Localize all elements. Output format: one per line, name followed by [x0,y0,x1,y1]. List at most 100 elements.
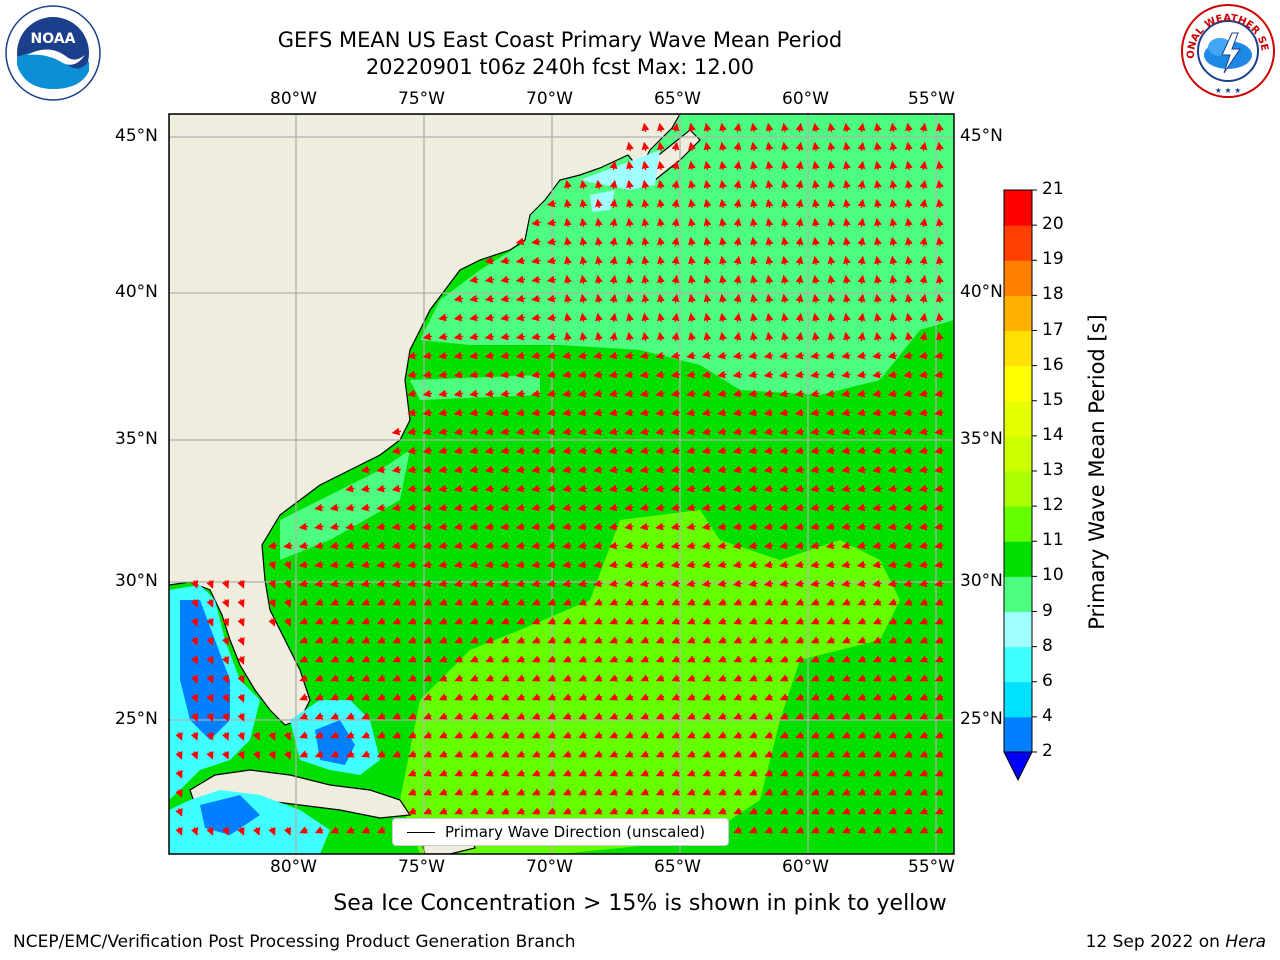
wave-direction-arrow [857,236,866,247]
lon-label-bottom: 75°W [398,857,445,877]
wave-direction-arrow [903,351,913,360]
wave-direction-arrow [936,312,944,323]
wave-direction-arrow [469,617,479,625]
wave-direction-arrow [701,408,712,417]
wave-direction-arrow [688,122,696,133]
wave-direction-arrow [626,236,634,247]
wave-direction-arrow [889,255,898,266]
wave-direction-arrow [812,274,820,285]
wave-direction-arrow [671,122,680,133]
wave-direction-arrow [515,579,526,588]
wave-direction-arrow [717,465,727,474]
wave-direction-arrow [531,617,541,625]
wave-direction-arrow [562,446,572,455]
wave-direction-arrow [360,522,371,531]
wave-direction-arrow [546,503,557,512]
wave-direction-arrow [688,198,696,209]
wave-direction-arrow [515,332,526,341]
wave-direction-arrow [546,579,557,588]
wave-direction-arrow [719,293,727,304]
wave-direction-arrow [376,465,386,474]
wave-direction-arrow [391,579,402,588]
wave-direction-arrow [641,293,650,304]
wave-direction-arrow [748,427,758,436]
wave-direction-arrow [686,560,696,569]
wave-direction-arrow [733,160,742,171]
wave-direction-arrow [841,541,851,550]
wave-direction-arrow [905,274,913,285]
wave-direction-arrow [515,389,526,398]
wave-direction-arrow [438,332,448,341]
wave-direction-arrow [595,198,603,209]
wave-direction-arrow [934,541,944,550]
wave-direction-arrow [748,560,758,569]
wave-direction-arrow [841,560,851,569]
wave-direction-arrow [562,522,572,531]
wave-direction-arrow [841,446,851,455]
wave-direction-arrow [657,236,665,247]
wave-direction-arrow [857,179,866,190]
wave-direction-arrow [407,484,417,493]
wave-direction-arrow [609,255,618,266]
wave-direction-arrow [407,598,417,606]
wave-direction-arrow [593,541,603,550]
wave-direction-arrow [763,503,774,512]
wave-direction-arrow [422,465,433,474]
wave-direction-arrow [314,541,324,550]
wave-direction-arrow [593,408,603,417]
lon-label-bottom: 70°W [526,857,573,877]
wave-direction-arrow [936,331,944,342]
wave-direction-arrow [469,370,479,379]
wave-direction-arrow [593,465,603,474]
wave-direction-arrow [593,446,603,455]
wave-direction-arrow [934,522,944,531]
wave-direction-arrow [702,598,712,606]
wave-direction-arrow [453,294,464,303]
wave-direction-arrow [469,503,479,512]
wave-direction-arrow [641,274,650,285]
lon-label-bottom: 80°W [270,857,317,877]
wave-direction-arrow [701,427,712,436]
wave-direction-arrow [763,427,774,436]
wave-direction-arrow [857,141,866,152]
wave-direction-arrow [918,465,929,474]
wave-direction-arrow [936,122,944,133]
wave-direction-arrow [298,522,309,531]
wave-direction-arrow [299,617,309,625]
wave-direction-arrow [438,370,448,379]
wave-direction-arrow [298,579,309,588]
wave-direction-arrow [564,312,572,323]
wave-direction-arrow [934,389,944,398]
wave-direction-arrow [515,427,526,436]
wave-direction-arrow [422,560,433,569]
footer-date-text: 12 Sep 2022 on [1085,932,1226,952]
wave-direction-arrow [314,503,324,512]
wave-direction-arrow [484,541,495,550]
wave-direction-arrow [918,541,929,550]
wave-direction-arrow [515,560,526,569]
nws-logo: NATIONAL WEATHER SERVICE ★ ★ ★ [1176,0,1276,99]
wave-direction-arrow [827,293,836,304]
wave-direction-arrow [546,332,557,341]
wave-direction-arrow [564,331,572,342]
wave-direction-arrow [686,465,696,474]
wave-direction-arrow [670,503,681,512]
wave-direction-arrow [484,256,495,265]
wave-direction-arrow [639,579,650,588]
wave-direction-arrow [779,370,789,379]
wave-direction-arrow [484,522,495,531]
wave-direction-arrow [639,484,650,493]
wave-direction-arrow [670,541,681,550]
lat-label-right: 40°N [960,282,1003,302]
wave-direction-arrow [732,370,743,379]
wave-direction-arrow [903,427,913,436]
lat-label-left: 25°N [115,709,158,729]
wave-direction-arrow [268,617,276,627]
wave-direction-arrow [407,446,417,455]
wave-direction-arrow [407,370,417,379]
wave-direction-arrow [872,579,882,588]
wave-direction-arrow [593,522,603,531]
wave-direction-arrow [531,503,541,512]
wave-direction-arrow [765,122,774,133]
